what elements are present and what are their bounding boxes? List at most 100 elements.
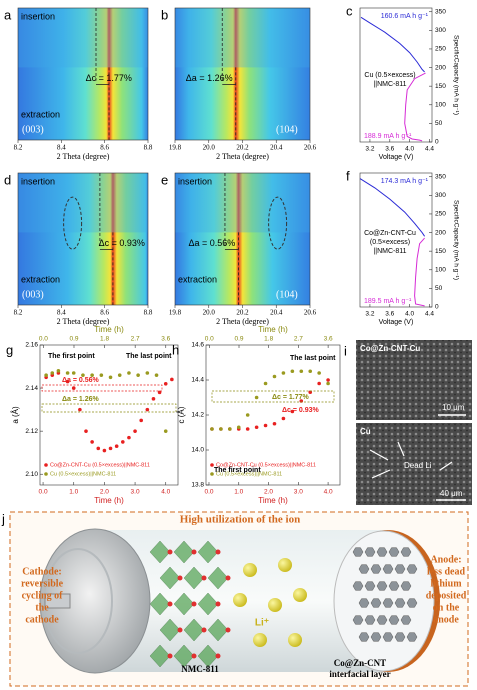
top-x-axis-label: Time (h) [94, 325, 124, 334]
cnt-hexagon [376, 615, 388, 625]
x-tick-label: 0.0 [204, 489, 213, 496]
y-tick-label: 14.2 [191, 412, 204, 419]
x-axis-label: 2 Theta (degree) [216, 152, 269, 161]
ellipse [63, 196, 83, 250]
y-tick-label: 200 [435, 64, 446, 71]
y-tick-label: 14.4 [191, 377, 204, 384]
y-tick-label: 200 [435, 229, 446, 236]
x-tick-label: 8.2 [14, 144, 23, 152]
cnt-hexagon [364, 547, 376, 557]
cnt-hexagon [394, 632, 406, 642]
data-point [114, 444, 119, 449]
oxygen [191, 601, 197, 607]
anode-text: lithium [430, 578, 462, 589]
cnt-hexagon [370, 632, 382, 642]
nmc-label: NMC-811 [181, 664, 219, 674]
x-tick-label: 4.0 [161, 489, 170, 496]
x-axis-label: Time (h) [94, 496, 124, 505]
data-point [163, 429, 168, 433]
data-point [50, 371, 55, 375]
cnt-hexagon [358, 598, 370, 608]
nmc-octahedron [197, 644, 219, 668]
x-tick-label: 0.0 [39, 489, 48, 496]
heat-fade [175, 173, 310, 233]
x-tick-label: 20.0 [203, 309, 216, 317]
panel-letter: j [1, 511, 5, 526]
data-point [281, 371, 286, 375]
cathode-text: Cathode: [22, 566, 61, 577]
x-tick-label: 8.8 [144, 309, 153, 317]
data-point [317, 381, 321, 386]
oxygen [201, 575, 207, 581]
arrow [371, 469, 391, 479]
data-point [136, 373, 140, 377]
legend-marker [44, 472, 48, 476]
sem-image [356, 340, 472, 420]
top-x-tick-label: 3.6 [324, 336, 333, 343]
oxygen [177, 627, 183, 633]
nmc-octahedron [159, 566, 181, 590]
data-point [290, 409, 295, 414]
x-tick-label: 2.0 [100, 489, 109, 496]
data-point [151, 397, 156, 401]
x-tick-label: 20.4 [270, 144, 283, 152]
cnt-hexagon [400, 581, 412, 591]
anode-text: deposited [426, 590, 467, 601]
annotation: The last point [290, 355, 336, 362]
data-point [254, 395, 259, 400]
cathode-rim [43, 548, 113, 654]
terminal [44, 593, 71, 609]
frame [17, 7, 149, 141]
data-point [121, 440, 125, 444]
panel-letter: i [344, 343, 347, 358]
x-tick-label: 3.6 [385, 146, 394, 153]
peak-index: (003) [22, 124, 44, 135]
data-point [326, 381, 330, 386]
capacity-curve [359, 178, 426, 237]
heatmap [175, 8, 310, 140]
capacity-value: 174.3 mA h g⁻¹ [381, 178, 429, 185]
y-tick-label: 300 [435, 27, 446, 34]
arrow [369, 449, 389, 461]
cathode-text: cathode [25, 614, 59, 625]
cnt-hexagon [376, 547, 388, 557]
y-axis-label: c (Å) [177, 406, 186, 423]
anode-text: anode [433, 614, 459, 625]
x-tick-label: 3.2 [365, 311, 374, 318]
top-x-tick-label: 0.0 [39, 336, 48, 343]
delta-label: Δa = 1.26% [186, 73, 233, 83]
x-tick-label: 4.0 [405, 311, 414, 318]
cnt-hexagon [400, 547, 412, 557]
insertion-label: insertion [21, 176, 55, 186]
x-tick-label: 4.0 [324, 489, 333, 496]
x-tick-label: 20.6 [304, 144, 317, 152]
oxygen [177, 575, 183, 581]
data-point [90, 373, 94, 377]
x-tick-label: 4.4 [425, 146, 434, 153]
data-point [299, 369, 304, 374]
x-tick-label: 2.0 [264, 489, 273, 496]
arrow [439, 461, 453, 471]
data-point [108, 375, 113, 380]
cell-label: ||NMC-811 [373, 81, 406, 88]
legend-marker [210, 472, 214, 476]
y-tick-label: 2.10 [25, 471, 38, 478]
heat-fade [18, 8, 148, 68]
data-point [272, 421, 277, 426]
x-axis-label: Voltage (V) [379, 154, 414, 161]
cell-label: Co@Zn-CNT-Cu [364, 230, 416, 237]
y-tick-label: 300 [435, 192, 446, 199]
cnt-hexagon [382, 598, 394, 608]
cnt-hexagon [364, 581, 376, 591]
heat-fade [175, 8, 310, 68]
top-x-tick-label: 3.6 [161, 336, 170, 343]
delta-label: Δa = 1.26% [62, 396, 100, 403]
x-tick-label: 20.6 [304, 309, 317, 317]
data-point [272, 374, 277, 379]
data-point [56, 369, 61, 373]
x-tick-label: 1.0 [69, 489, 78, 496]
y-tick-label: 150 [435, 248, 446, 255]
panel-letter: c [346, 3, 353, 18]
top-x-tick-label: 1.8 [100, 336, 109, 343]
